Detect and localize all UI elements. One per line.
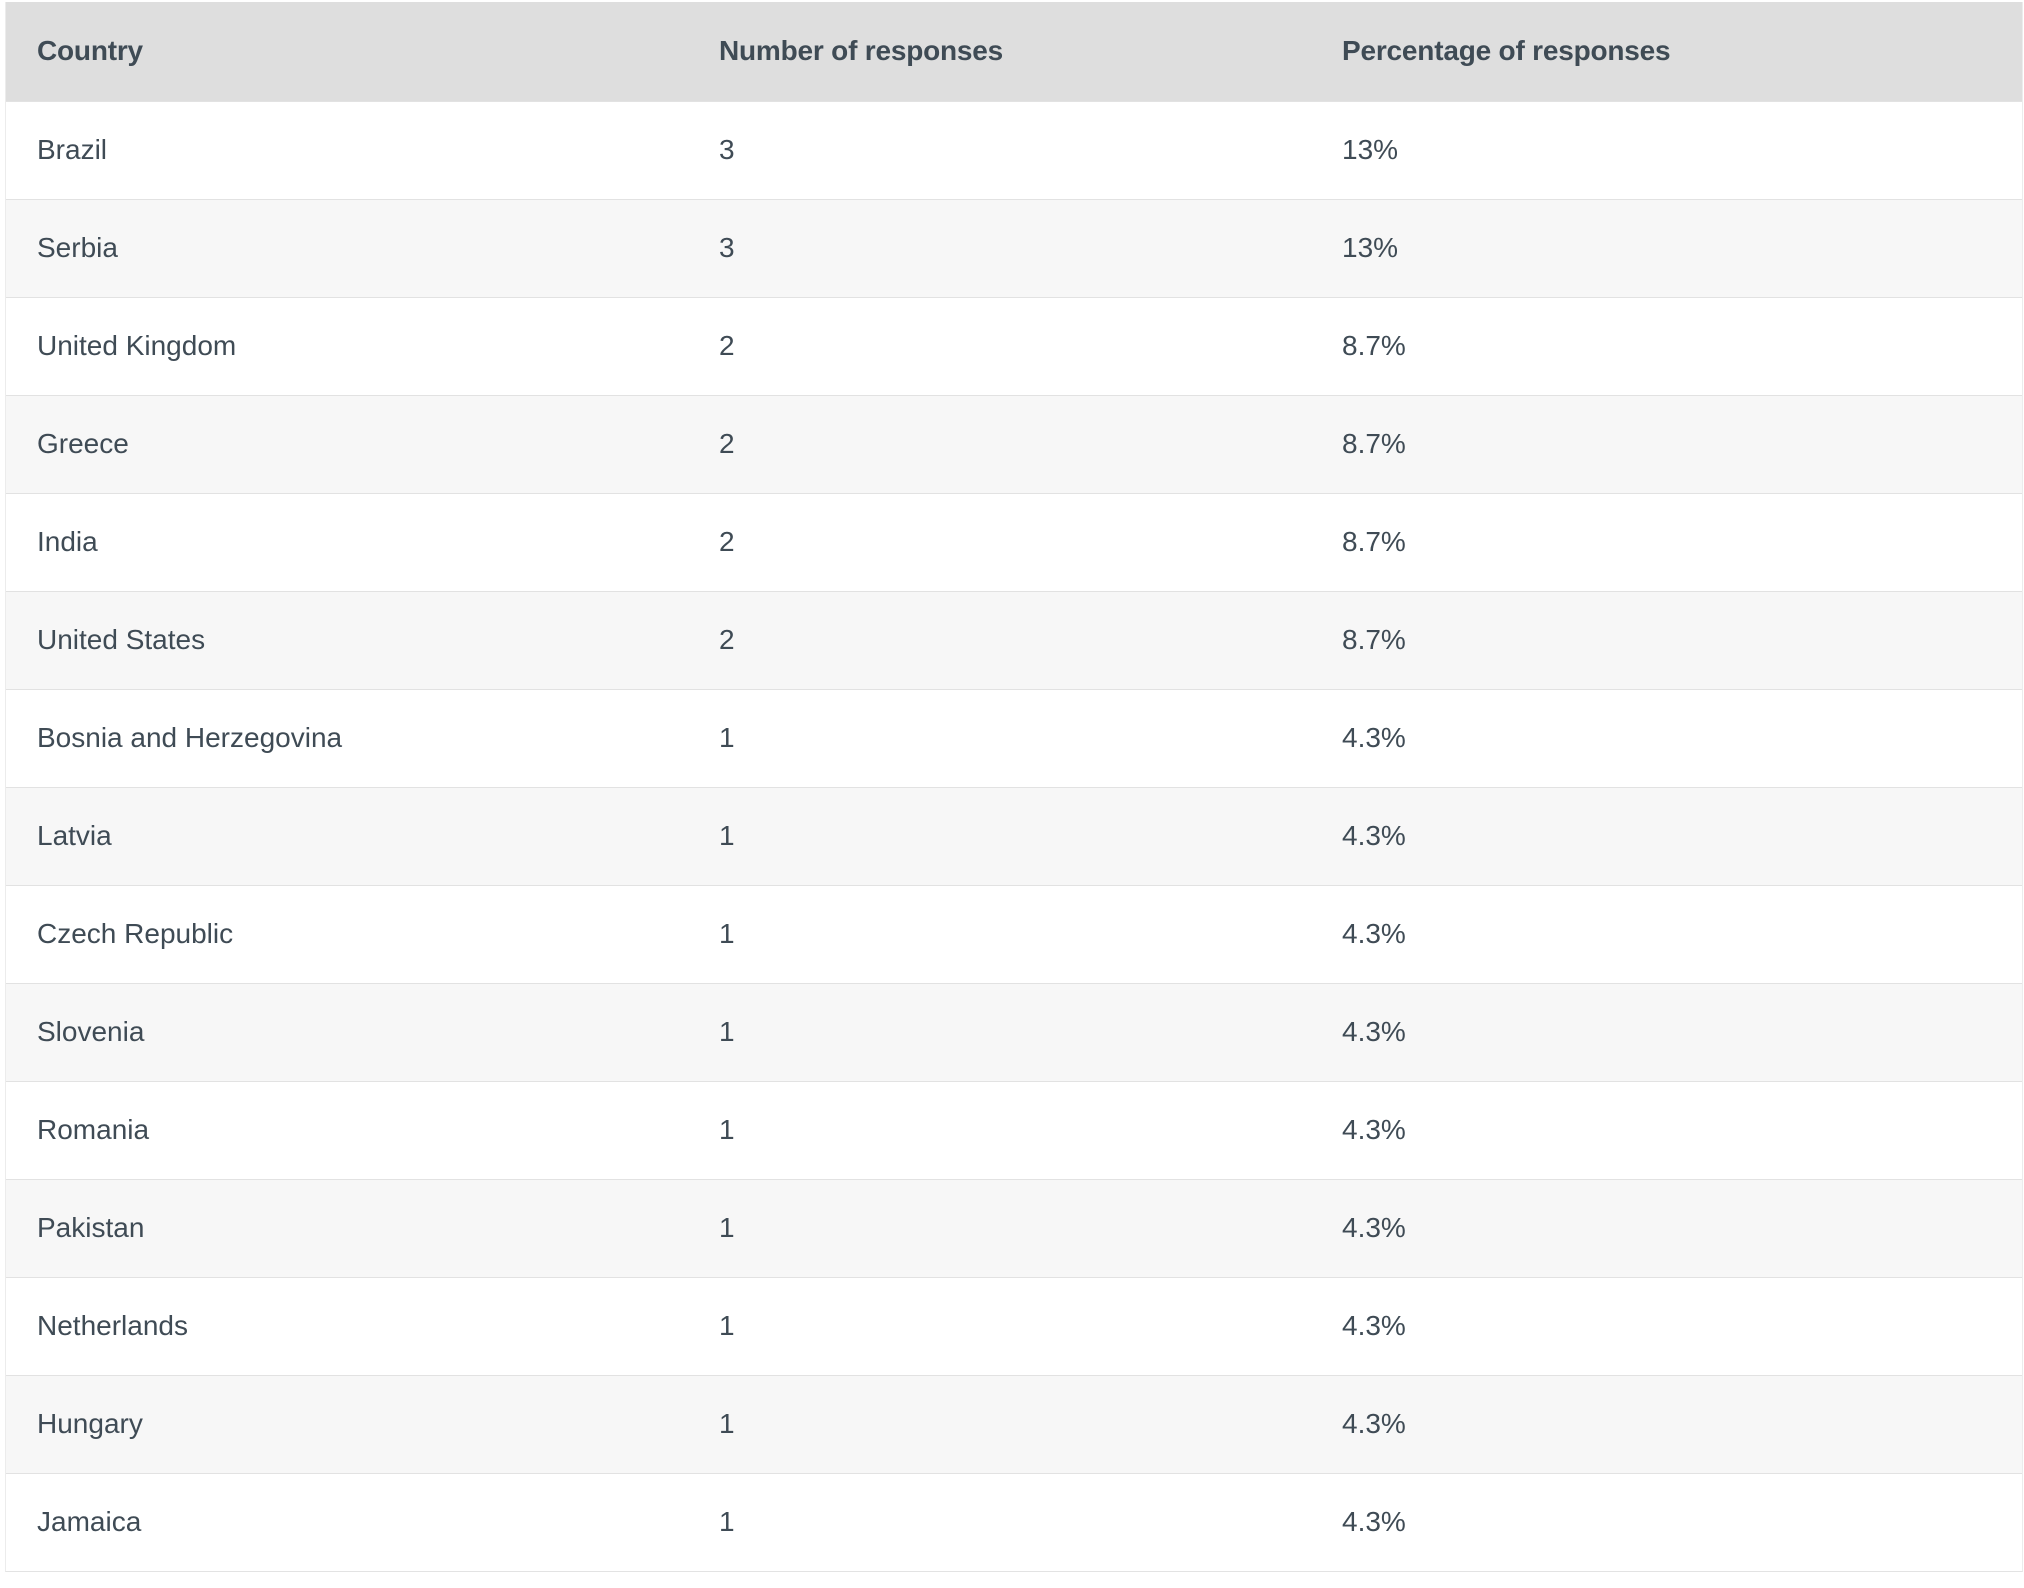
column-header-percentage-of-responses[interactable]: Percentage of responses	[1342, 35, 1671, 67]
table-row: Greece 2 8.7%	[6, 395, 2022, 493]
country-cell: Bosnia and Herzegovina	[37, 722, 343, 753]
percentage-cell: 4.3%	[1342, 1212, 1406, 1243]
column-header-number-of-responses[interactable]: Number of responses	[719, 35, 1004, 67]
table-row: Latvia 1 4.3%	[6, 787, 2022, 885]
table-row: Romania 1 4.3%	[6, 1081, 2022, 1179]
table-row: United Kingdom 2 8.7%	[6, 297, 2022, 395]
count-cell: 3	[719, 232, 735, 263]
count-cell: 1	[719, 1408, 735, 1439]
percentage-cell: 13%	[1342, 232, 1399, 263]
table-row: Czech Republic 1 4.3%	[6, 885, 2022, 983]
count-cell: 2	[719, 624, 735, 655]
percentage-cell: 4.3%	[1342, 1506, 1406, 1538]
count-cell: 1	[719, 1016, 735, 1047]
country-cell: Pakistan	[37, 1212, 145, 1243]
percentage-cell: 4.3%	[1342, 722, 1406, 753]
percentage-cell: 4.3%	[1342, 1016, 1406, 1047]
header-row: Country Number of responses Percentage o…	[6, 2, 2022, 101]
count-cell: 2	[719, 526, 735, 557]
table-row: Netherlands 1 4.3%	[6, 1277, 2022, 1375]
percentage-cell: 8.7%	[1342, 624, 1406, 655]
table-row: Brazil 3 13%	[6, 101, 2022, 199]
table-row: United States 2 8.7%	[6, 591, 2022, 689]
country-cell: Czech Republic	[37, 918, 234, 949]
percentage-cell: 4.3%	[1342, 1114, 1406, 1145]
count-cell: 1	[719, 918, 735, 949]
country-cell: Brazil	[37, 134, 108, 165]
count-cell: 2	[719, 330, 735, 361]
country-cell: Netherlands	[37, 1310, 188, 1341]
percentage-cell: 4.3%	[1342, 1310, 1406, 1341]
responses-by-country-table: Country Number of responses Percentage o…	[6, 2, 2022, 1571]
table-row: Slovenia 1 4.3%	[6, 983, 2022, 1081]
table-row: Pakistan 1 4.3%	[6, 1179, 2022, 1277]
country-cell: India	[37, 526, 98, 557]
percentage-cell: 4.3%	[1342, 918, 1406, 949]
country-cell: United Kingdom	[37, 330, 237, 361]
table-row: India 2 8.7%	[6, 493, 2022, 591]
table-row: Serbia 3 13%	[6, 199, 2022, 297]
count-cell: 1	[719, 722, 735, 753]
count-cell: 1	[719, 1114, 735, 1145]
table-row: Bosnia and Herzegovina 1 4.3%	[6, 689, 2022, 787]
count-cell: 1	[719, 1310, 735, 1341]
percentage-cell: 4.3%	[1342, 1408, 1406, 1439]
country-cell: Hungary	[37, 1408, 143, 1439]
table-row: Jamaica 1 4.3%	[6, 1473, 2022, 1571]
percentage-cell: 8.7%	[1342, 428, 1406, 459]
percentage-cell: 4.3%	[1342, 820, 1406, 851]
percentage-cell: 13%	[1342, 134, 1399, 165]
country-cell: Latvia	[37, 820, 112, 851]
country-cell: Greece	[37, 428, 129, 459]
country-cell: Slovenia	[37, 1016, 145, 1047]
count-cell: 1	[719, 1506, 735, 1538]
country-cell: United States	[37, 624, 206, 655]
count-cell: 2	[719, 428, 735, 459]
count-cell: 1	[719, 820, 735, 851]
column-header-country[interactable]: Country	[37, 35, 143, 67]
country-cell: Romania	[37, 1114, 150, 1145]
responses-by-country-table-container: Country Number of responses Percentage o…	[5, 2, 2023, 1572]
count-cell: 1	[719, 1212, 735, 1243]
table-header: Country Number of responses Percentage o…	[6, 2, 2022, 101]
table-body: Brazil 3 13% Serbia 3 13% United Kingdom…	[6, 101, 2022, 1571]
percentage-cell: 8.7%	[1342, 526, 1406, 557]
country-cell: Serbia	[37, 232, 118, 263]
count-cell: 3	[719, 134, 735, 165]
table-row: Hungary 1 4.3%	[6, 1375, 2022, 1473]
country-cell: Jamaica	[37, 1506, 142, 1538]
percentage-cell: 8.7%	[1342, 330, 1406, 361]
